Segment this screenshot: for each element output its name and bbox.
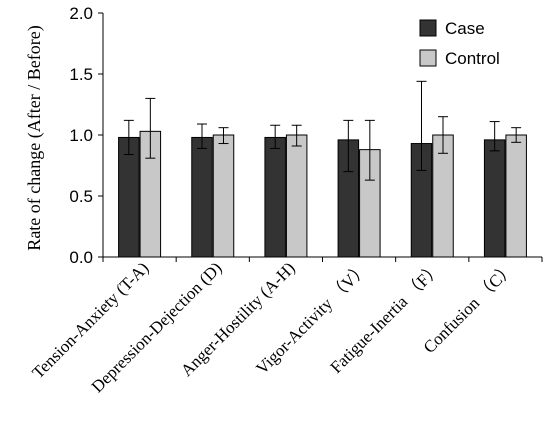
y-tick-label: 1.5 xyxy=(69,65,93,84)
legend-label-case: Case xyxy=(445,19,485,38)
bar-case xyxy=(483,139,506,258)
bar-case xyxy=(264,136,286,258)
bar-case xyxy=(191,136,213,258)
x-category-label: Depression-Dejection (D) xyxy=(88,258,226,396)
bar-control xyxy=(285,134,308,258)
error-bars xyxy=(123,80,522,181)
legend-swatch-control xyxy=(419,49,437,67)
y-tick-label: 0.5 xyxy=(69,187,93,206)
y-tick-label: 1.0 xyxy=(69,126,93,145)
legend-swatch-case xyxy=(419,19,437,37)
y-tick-labels: 0.0 0.5 1.0 1.5 2.0 xyxy=(69,4,93,267)
bar-case xyxy=(118,136,140,258)
legend-label-control: Control xyxy=(445,49,500,68)
x-category-label: Tension-Anxiety (T-A) xyxy=(28,258,152,382)
y-tick-label: 2.0 xyxy=(69,4,93,23)
bar-control xyxy=(505,134,527,258)
x-tick-labels: Tension-Anxiety (T-A)Depression-Dejectio… xyxy=(28,258,518,396)
bar-control xyxy=(212,134,235,258)
y-axis-label: Rate of change (After / Before) xyxy=(24,25,45,250)
axes xyxy=(98,12,543,262)
y-tick-label: 0.0 xyxy=(69,248,93,267)
bars xyxy=(118,130,527,258)
legend: Case Control xyxy=(419,19,500,68)
